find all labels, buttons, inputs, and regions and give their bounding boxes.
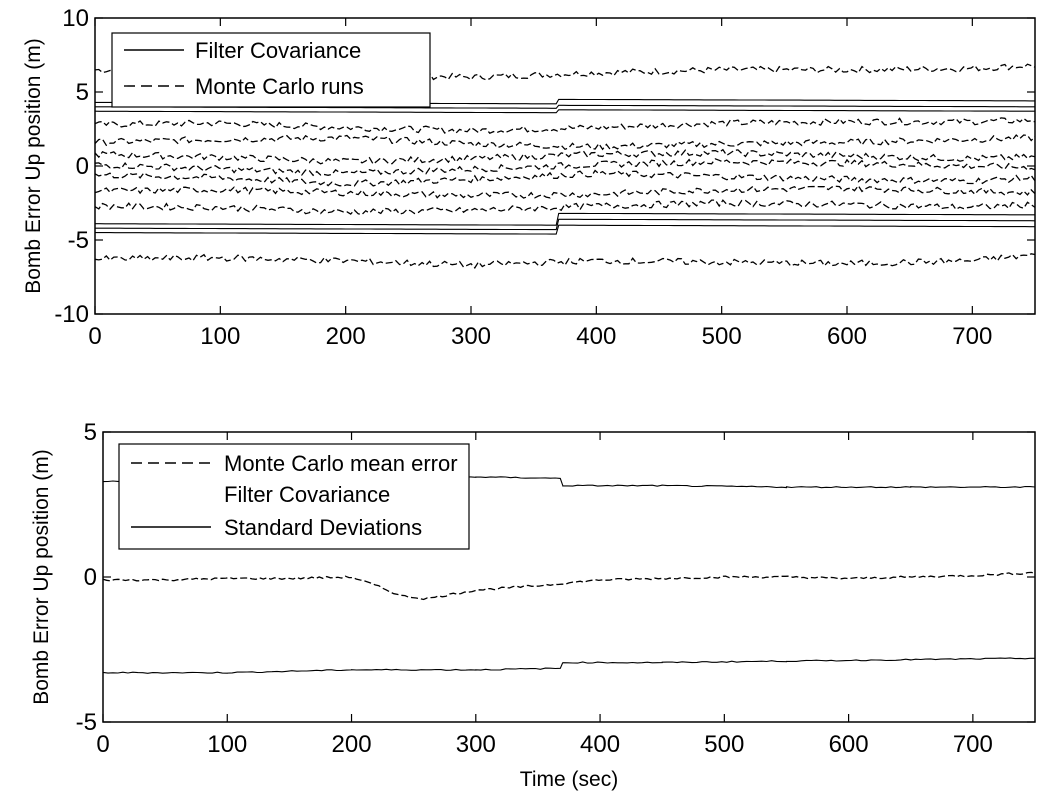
y-tick-label: 5 (84, 419, 97, 446)
x-tick-label: 100 (200, 323, 240, 350)
series-line-2 (94, 109, 1035, 114)
y-axis-title: Bomb Error Up position (m) (22, 38, 45, 294)
y-tick-label: -5 (76, 709, 97, 736)
x-axis-title: Time (sec) (520, 768, 618, 791)
y-axis-title: Bomb Error Up position (m) (30, 449, 53, 705)
legend-label-filter-covariance: Filter Covariance (195, 38, 361, 63)
x-tick-label: 500 (704, 731, 744, 758)
x-tick-label: 100 (207, 731, 247, 758)
x-tick-label: 700 (953, 731, 993, 758)
y-tick-label: -10 (54, 301, 89, 328)
x-tick-label: 300 (451, 323, 491, 350)
x-tick-label: 400 (580, 731, 620, 758)
x-tick-label: 200 (332, 731, 372, 758)
x-tick-label: 300 (456, 731, 496, 758)
y-tick-label: -5 (68, 227, 89, 254)
series-line-3 (95, 212, 1035, 226)
series-line-4 (95, 218, 1036, 231)
series-line-5 (95, 224, 1035, 235)
series-line-13 (94, 199, 1036, 216)
legend-box (118, 443, 470, 550)
x-tick-label: 0 (88, 323, 101, 350)
legend: Monte Carlo mean error Filter Covariance… (118, 443, 470, 550)
chart-mean-error: 0 100 200 300 400 500 600 700-505 Bomb Error Up… (30, 419, 1036, 791)
series-line-11 (94, 169, 1036, 187)
x-tick-label: 600 (827, 323, 867, 350)
series-line-9 (94, 148, 1036, 166)
legend-label-monte-carlo-runs: Monte Carlo runs (195, 74, 364, 99)
y-tick-label: 0 (76, 153, 89, 180)
x-tick-label: 700 (952, 323, 992, 350)
legend-label-mean-error: Monte Carlo mean error (224, 451, 458, 476)
tick-layer: 0 100 200 300 400 500 600 700-505 (76, 419, 1035, 758)
x-tick-label: 200 (326, 323, 366, 350)
chart-monte-carlo-runs: 0 100 200 300 400 500 600 700 -10 -5 0 5 10 Bomb Err… (22, 5, 1036, 350)
series-line-12 (94, 184, 1036, 199)
y-tick-label: 0 (84, 564, 97, 591)
legend-label-filter-covariance: Filter Covariance (224, 482, 390, 507)
series-line-10 (94, 158, 1036, 177)
y-tick-label: 10 (62, 5, 89, 32)
x-tick-label: 0 (96, 731, 109, 758)
legend-label-standard-deviations: Standard Deviations (224, 515, 422, 540)
x-tick-label: 400 (576, 323, 616, 350)
y-tick-label: 5 (76, 79, 89, 106)
tick-layer: 0 100 200 300 400 500 600 700 -10 -5 0 5 10 (54, 5, 1035, 350)
series-layer (94, 63, 1036, 269)
series-line-0 (102, 571, 1036, 601)
x-tick-label: 500 (702, 323, 742, 350)
series-line-2 (102, 657, 1035, 674)
x-tick-label: 600 (829, 731, 869, 758)
legend: Filter Covariance Monte Carlo runs (111, 32, 431, 108)
series-line-8 (94, 134, 1036, 151)
series-line-14 (94, 253, 1036, 269)
legend-box (111, 32, 431, 108)
series-line-7 (94, 117, 1036, 134)
